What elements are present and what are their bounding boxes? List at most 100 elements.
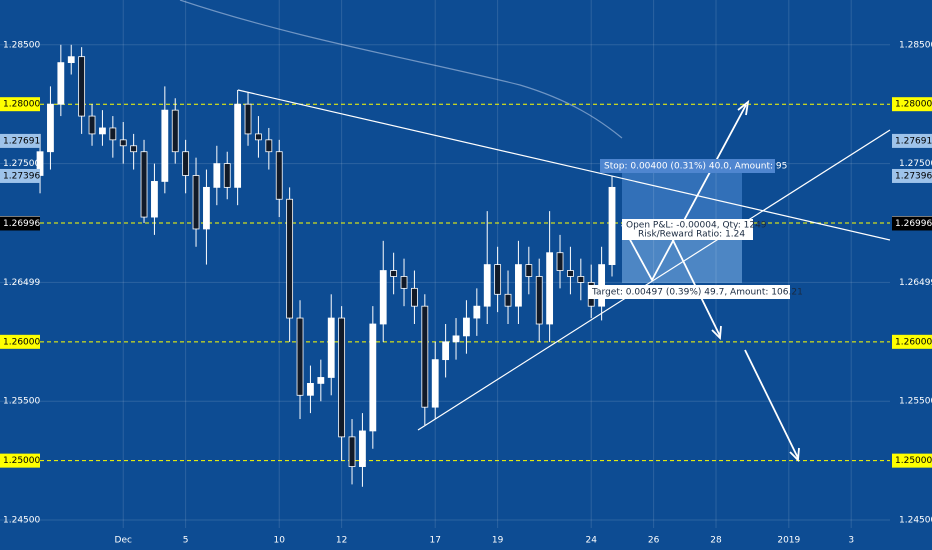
x-tick-label: 12 [336, 536, 347, 546]
candle-body [452, 335, 460, 343]
risk-reward-label: Risk/Reward Ratio: 1.24 [638, 230, 745, 240]
candle-body [421, 305, 429, 408]
candle-body [67, 56, 75, 64]
x-tick-label: 17 [429, 536, 440, 546]
price-marker-box [892, 168, 932, 183]
price-marker-box [0, 133, 40, 148]
candle-body [379, 270, 387, 325]
candle-body [265, 139, 273, 153]
level-label: 1.28000 [3, 100, 40, 110]
x-tick-label: 3 [848, 536, 854, 546]
stop-label: Stop: 0.00400 (0.31%) 40.0, Amount: 95 [604, 162, 787, 172]
candle-body [359, 430, 366, 467]
y-tick-label: 1.25500 [3, 397, 40, 407]
target-label-box [588, 285, 790, 299]
price-marker-label: 1.26996 [3, 219, 40, 229]
candle-body [515, 264, 522, 307]
stop-label-box [600, 159, 775, 173]
candle-body [546, 252, 554, 325]
drawings [237, 89, 891, 463]
x-tick-label: 2019 [777, 536, 800, 546]
price-marker-label: 1.27396 [895, 171, 932, 181]
x-tick-label: 24 [585, 536, 597, 546]
trend-line [237, 89, 891, 241]
candle-body [234, 103, 242, 188]
candle-body [483, 264, 491, 307]
y-tick-label: 1.28500 [899, 40, 932, 50]
candle-body [119, 139, 127, 147]
trend-line [417, 129, 891, 431]
candle-body [182, 151, 190, 176]
price-marker-box [892, 216, 932, 231]
x-tick-label: 19 [492, 536, 504, 546]
pl-label-box [622, 219, 753, 240]
candle-body [431, 359, 439, 408]
x-tick-label: 28 [710, 536, 722, 546]
candle-body [99, 127, 106, 135]
y-tick-label: 1.25500 [899, 397, 932, 407]
candle-body [473, 305, 481, 319]
level-label: 1.26000 [895, 337, 932, 347]
arrow-head [789, 447, 800, 463]
candle-body [223, 163, 231, 188]
x-tick-label: 10 [274, 536, 286, 546]
arrow-path [663, 221, 721, 337]
y-tick-label: 1.24500 [899, 516, 932, 526]
y-tick-label: 1.26499 [899, 278, 932, 288]
candle-body [338, 317, 346, 438]
level-label-box [0, 453, 40, 468]
arrow-path [744, 349, 799, 459]
level-label: 1.26000 [3, 337, 40, 347]
y-tick-label: 1.24500 [3, 516, 40, 526]
candle-body [494, 264, 502, 295]
axes: Dec 5 10 12 17 19 24 26 28 2019 3 1.28500 1.28500 1.2… [0, 40, 932, 546]
candle-body [151, 181, 158, 218]
candle-body [307, 383, 314, 396]
candle-body [244, 103, 252, 135]
x-tick-label: 26 [648, 536, 660, 546]
level-label-box [892, 453, 932, 468]
y-tick-label: 1.27500 [899, 159, 932, 169]
candle-body [577, 276, 585, 283]
x-tick-label: Dec [115, 536, 132, 546]
y-tick-label: 1.26499 [3, 278, 40, 288]
candle-body [525, 264, 533, 277]
price-marker-label: 1.27396 [3, 171, 40, 181]
candle-body [130, 145, 138, 153]
open-pl-label: Open P&L: -0.00004, Qty: 1249 [626, 221, 767, 231]
candle-body [161, 109, 169, 182]
level-label-box [0, 97, 40, 112]
y-tick-label: 1.27500 [3, 159, 40, 169]
price-marker-label: 1.27691 [3, 136, 40, 146]
candle-body [608, 186, 616, 265]
level-label-box [0, 334, 40, 349]
level-label-box [892, 97, 932, 112]
price-marker-box [0, 216, 40, 231]
candle-body [504, 293, 512, 307]
candle-body [317, 377, 325, 384]
level-label-box [892, 334, 932, 349]
candle-body [47, 103, 54, 153]
target-label: Target: 0.00497 (0.39%) 49.7, Amount: 10… [591, 288, 803, 298]
candle-body [255, 133, 262, 141]
candle-body [78, 56, 86, 117]
candle-body [442, 341, 450, 361]
arrow-head [711, 325, 722, 341]
candle-body [36, 151, 44, 176]
candle-body [213, 163, 221, 188]
candle-body [411, 287, 418, 307]
candle-body [203, 186, 210, 230]
candle-body [109, 127, 117, 141]
candle-body [296, 317, 304, 396]
price-marker-box [892, 133, 932, 148]
arrow-head [737, 99, 750, 116]
candle-body [348, 436, 356, 467]
moving-average [179, 0, 623, 139]
candle-body [369, 323, 377, 432]
candle-body [567, 270, 574, 277]
candle-body [88, 115, 96, 135]
candle-body [556, 252, 564, 271]
candle-body [390, 270, 398, 277]
